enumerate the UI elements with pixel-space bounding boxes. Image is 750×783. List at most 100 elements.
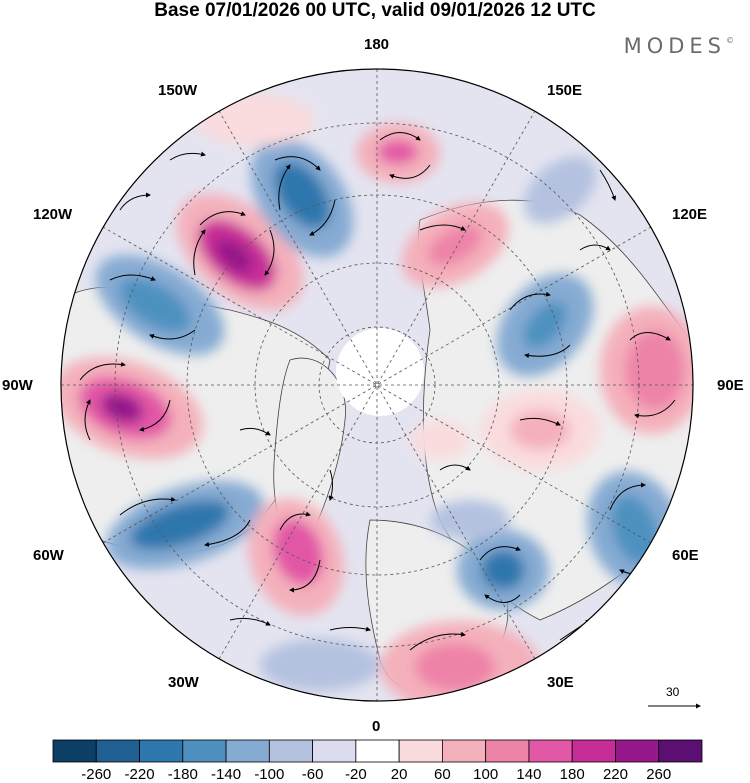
colorbar-swatch — [225, 739, 270, 763]
wind-vector — [484, 594, 521, 603]
wind-vector — [264, 229, 275, 276]
colorbar-swatch — [268, 739, 314, 763]
anomaly-neg-160e — [523, 156, 597, 224]
colorbar-tick-label: -100 — [254, 766, 285, 783]
anomaly-pos-150w-peak — [215, 239, 253, 273]
wind-vector — [309, 199, 336, 236]
anomaly-pos-150e-core — [427, 224, 483, 266]
colorbar-tick-label: 180 — [559, 766, 585, 783]
arctic-cap — [336, 328, 424, 416]
wind-vector — [519, 417, 561, 426]
colorbar-tick-label: 60 — [434, 766, 451, 783]
anomaly-neg-160w-core — [273, 161, 331, 229]
colorbar-swatch — [52, 739, 97, 763]
wind-vector — [119, 192, 151, 211]
anomaly-neg-120w-core — [119, 277, 191, 333]
lon-label-30w: 30W — [168, 674, 199, 691]
brand-logo: MODES© — [624, 34, 734, 58]
wind-vector — [389, 164, 431, 179]
wind-vector — [599, 169, 617, 201]
wind-vector — [634, 399, 676, 419]
lon-label-120w: 120W — [33, 206, 73, 223]
colorbar-swatch — [182, 739, 227, 763]
anomaly-pos-90e-core — [625, 330, 685, 410]
colorbar-tick-label: -180 — [167, 766, 198, 783]
wind-vector — [278, 164, 291, 211]
wind-vector — [169, 151, 206, 161]
colorbar-swatch — [95, 739, 140, 763]
anomaly-neg-60e-core — [610, 495, 660, 565]
colorbar-tick-label: -140 — [211, 766, 242, 783]
map-title: Base 07/01/2026 00 UTC, valid 09/01/2026… — [154, 0, 596, 21]
wind-vector — [109, 274, 156, 281]
vector-key-label: 30 — [666, 685, 680, 699]
colorbar-swatch — [398, 739, 443, 763]
colorbar-swatch — [615, 739, 660, 763]
anomaly-neg-60w-core — [130, 500, 230, 550]
wind-vector — [379, 132, 421, 141]
wind-vector — [328, 469, 334, 501]
colorbar-tick-label: 220 — [602, 766, 628, 783]
wind-vector — [193, 229, 206, 276]
colorbar — [52, 739, 703, 763]
wind-vector — [139, 399, 171, 432]
lon-label-150w: 150W — [158, 82, 198, 99]
wind-vector — [579, 244, 611, 251]
lon-label-0: 0 — [372, 718, 381, 735]
wind-vector — [239, 427, 271, 436]
lon-label-60e: 60E — [672, 547, 699, 564]
colorbar-swatch — [139, 739, 184, 763]
wind-vector — [229, 617, 271, 626]
wind-vector — [524, 344, 571, 359]
anomaly-neg-120e-core — [523, 301, 567, 349]
lon-label-60w: 60W — [33, 547, 64, 564]
anomaly-neg-30e — [430, 500, 510, 540]
wind-vector — [149, 329, 196, 340]
lon-label-90e: 90E — [717, 377, 744, 394]
colorbar-tick-label: 100 — [473, 766, 499, 783]
colorbar-tick-label: -20 — [345, 766, 367, 783]
wind-vector — [279, 511, 311, 531]
wind-vector — [479, 546, 521, 561]
anomaly-pos-40w-core — [272, 519, 324, 585]
colorbar-swatch — [312, 739, 357, 763]
colorbar-tick-label: -260 — [81, 766, 112, 783]
lon-label-150e: 150E — [547, 82, 583, 99]
wind-vector — [609, 482, 646, 511]
anomaly-pos-90w-peak — [100, 392, 144, 424]
brand-text: MODES — [623, 34, 726, 58]
colorbar-tick-label: 20 — [390, 766, 408, 783]
colorbar-swatch — [658, 739, 703, 763]
brand-mark: © — [726, 36, 734, 45]
colorbar-tick-label: -220 — [124, 766, 155, 783]
colorbar-swatch — [355, 739, 400, 763]
colorbar-swatch — [571, 739, 616, 763]
anomaly-pos-150w-edge — [195, 94, 315, 146]
wind-vector — [419, 224, 466, 231]
colorbar-swatch — [485, 739, 530, 763]
lon-label-30e: 30E — [547, 674, 574, 691]
anomaly-neg-0 — [260, 639, 380, 691]
wind-vector — [629, 332, 671, 341]
colorbar-tick-label: 260 — [646, 766, 672, 783]
wind-vector — [204, 519, 251, 547]
anomaly-pos-80e-core — [510, 410, 570, 450]
anomaly-pos-10e — [410, 420, 470, 460]
anomaly-pos-20e-core — [415, 643, 495, 691]
lon-label-120e: 120E — [672, 206, 708, 223]
wind-vector — [199, 211, 246, 226]
colorbar-swatch — [528, 739, 573, 763]
lon-label-90w: 90W — [2, 377, 33, 394]
wind-vector — [509, 291, 551, 311]
wind-vector — [409, 631, 466, 651]
map-boundary — [60, 68, 694, 702]
colorbar-swatch — [441, 739, 487, 763]
colorbar-tick-label: -60 — [301, 766, 324, 783]
wind-vector — [84, 399, 91, 441]
wind-vector — [329, 626, 371, 632]
graticule — [61, 69, 693, 701]
anomaly-pos-180-core — [378, 140, 418, 164]
wind-vector — [274, 156, 321, 171]
wind-vector — [79, 361, 126, 381]
